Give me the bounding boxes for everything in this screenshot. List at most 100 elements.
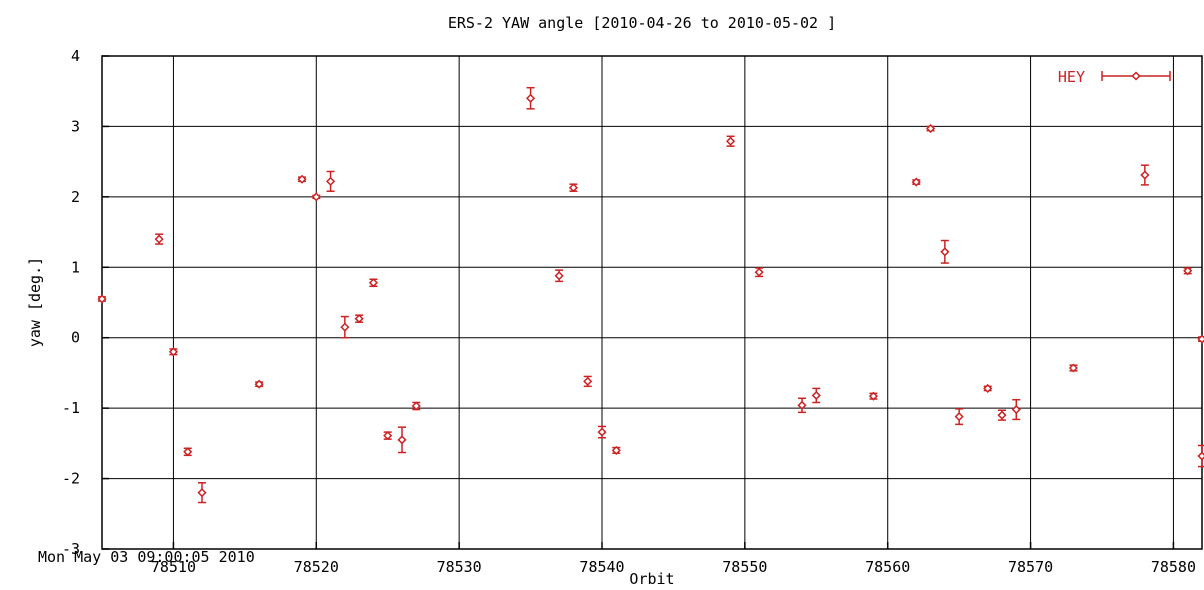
data-point [197, 482, 207, 504]
data-point [554, 269, 564, 283]
point-marker [368, 278, 378, 288]
y-tick-label: -1 [62, 399, 80, 417]
data-point [154, 233, 164, 245]
data-point [397, 426, 407, 454]
data-point [1197, 334, 1204, 344]
point-marker [754, 267, 764, 277]
point-marker [1140, 170, 1150, 180]
data-point [868, 391, 878, 401]
y-axis-ticks: -3 -2 -1 0 1 2 3 4 [62, 47, 109, 558]
y-tick-label: -2 [62, 470, 80, 488]
data-point [340, 315, 350, 339]
data-point [611, 445, 621, 455]
data-point [811, 387, 821, 404]
plot-frame [101, 55, 1203, 550]
x-tick-label: 78540 [579, 558, 624, 576]
point-marker [383, 431, 393, 441]
x-tick-label: 78580 [1151, 558, 1196, 576]
point-marker [326, 176, 336, 186]
legend: HEY [1058, 68, 1171, 86]
y-tick-label: 2 [71, 188, 80, 206]
data-point [354, 314, 364, 324]
data-point [526, 86, 536, 110]
x-tick-label: 78520 [294, 558, 339, 576]
data-point [597, 425, 607, 439]
y-tick-label: -3 [62, 540, 80, 558]
point-marker [297, 174, 307, 184]
point-marker [397, 435, 407, 445]
point-marker [1197, 451, 1204, 461]
data-point [254, 379, 264, 389]
data-point [326, 170, 336, 192]
point-marker [997, 410, 1007, 420]
data-point [926, 123, 936, 134]
x-tick-label: 78550 [722, 558, 767, 576]
point-marker [311, 192, 321, 202]
point-marker [183, 447, 193, 457]
point-marker [554, 271, 564, 281]
point-marker [1197, 334, 1204, 344]
point-marker [911, 177, 921, 187]
chart-title: ERS-2 YAW angle [2010-04-26 to 2010-05-0… [448, 14, 836, 32]
data-point [368, 278, 378, 288]
point-marker [254, 379, 264, 389]
x-tick-label: 78510 [151, 558, 196, 576]
data-point [183, 447, 193, 457]
point-marker [868, 391, 878, 401]
x-axis-label: Orbit [629, 570, 674, 588]
data-point [940, 239, 950, 264]
legend-marker [1101, 71, 1171, 81]
x-tick-label: 78570 [1008, 558, 1053, 576]
data-points [97, 86, 1204, 504]
y-axis-label: yaw [deg.] [26, 257, 44, 347]
point-marker [811, 390, 821, 401]
point-marker [954, 412, 964, 422]
data-point [383, 431, 393, 441]
point-marker [597, 427, 607, 437]
point-marker [983, 383, 993, 393]
point-marker [154, 234, 164, 244]
point-marker [583, 376, 593, 386]
point-marker [926, 123, 936, 134]
data-point [1011, 398, 1021, 421]
data-point [1197, 444, 1204, 468]
point-marker [611, 445, 621, 455]
x-tick-label: 78530 [437, 558, 482, 576]
point-marker [1068, 363, 1078, 373]
point-marker [726, 136, 736, 146]
y-tick-label: 0 [71, 329, 80, 347]
point-marker [354, 314, 364, 324]
point-marker [97, 294, 107, 304]
timestamp: Mon May 03 09:00:05 2010 [38, 548, 255, 566]
y-tick-label: 3 [71, 117, 80, 135]
y-tick-label: 4 [71, 47, 80, 65]
y-tick-label: 1 [71, 258, 80, 276]
data-point [911, 177, 921, 187]
data-point [726, 135, 736, 147]
data-point [983, 383, 993, 393]
x-tick-label: 78560 [865, 558, 910, 576]
data-point [297, 174, 307, 184]
data-point [754, 267, 764, 278]
point-marker [940, 247, 950, 257]
data-point [997, 409, 1007, 421]
point-marker [797, 400, 807, 410]
point-marker [197, 488, 207, 498]
grid-lines [102, 56, 1202, 549]
x-axis-ticks: 78510 78520 78530 78540 78550 78560 78570 78580 [151, 542, 1196, 576]
data-point [411, 401, 421, 411]
data-point [568, 183, 578, 193]
data-point [954, 408, 964, 426]
legend-point-marker [1131, 71, 1141, 81]
point-marker [411, 401, 421, 411]
point-marker [568, 183, 578, 193]
data-point [311, 192, 321, 202]
data-point [1183, 266, 1193, 276]
point-marker [1183, 266, 1193, 276]
data-point [1140, 164, 1150, 186]
point-marker [1011, 404, 1021, 415]
data-point [168, 347, 178, 357]
data-point [1068, 363, 1078, 373]
point-marker [526, 93, 536, 103]
